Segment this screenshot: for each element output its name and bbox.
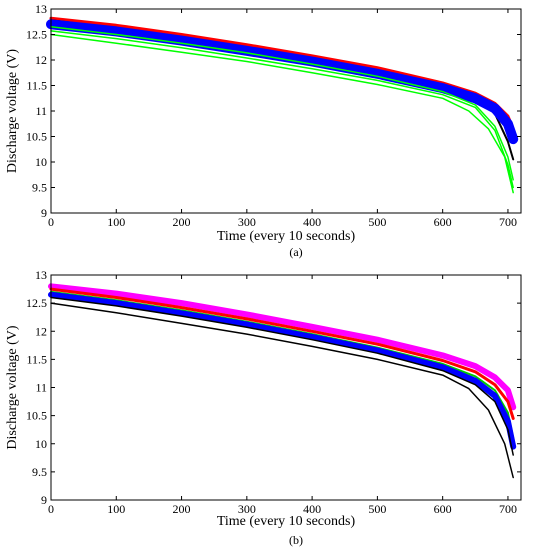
chart-a-ytick-label: 10 bbox=[35, 155, 47, 169]
chart-b-xtick-label: 300 bbox=[238, 502, 256, 516]
chart-b-series-5 bbox=[50, 302, 514, 479]
chart-a-xtick-label: 500 bbox=[368, 215, 386, 229]
chart-a-series-3 bbox=[50, 26, 514, 181]
chart-b-series-3 bbox=[48, 291, 517, 450]
chart-b-ytick-label: 11.5 bbox=[26, 352, 47, 366]
chart-a-ytick-label: 10.5 bbox=[26, 130, 47, 144]
chart-b-xtick-label: 0 bbox=[48, 502, 54, 516]
chart-b-ytick-label: 13 bbox=[35, 268, 47, 282]
chart-a-caption: (a) bbox=[289, 245, 302, 259]
chart-b-ytick-label: 10 bbox=[35, 437, 47, 451]
chart-a-ytick-label: 9.5 bbox=[32, 181, 47, 195]
chart-b-series-4 bbox=[50, 296, 514, 456]
chart-b-series-1 bbox=[49, 287, 515, 420]
chart-a-ytick-label: 12 bbox=[35, 53, 47, 67]
chart-b-x-axis-label: Time (every 10 seconds) bbox=[217, 514, 356, 529]
chart-a-xtick-label: 600 bbox=[434, 215, 452, 229]
chart-a-xtick-label: 400 bbox=[303, 215, 321, 229]
chart-a-series-2 bbox=[46, 19, 519, 145]
chart-b-xtick-label: 600 bbox=[434, 502, 452, 516]
chart-b-xtick-label: 700 bbox=[499, 502, 517, 516]
chart-a-xtick-label: 300 bbox=[238, 215, 256, 229]
chart-a-x-axis-label: Time (every 10 seconds) bbox=[217, 229, 356, 244]
chart-a-ytick-label: 13 bbox=[35, 2, 47, 16]
chart-b-plot-frame bbox=[50, 274, 522, 501]
chart-a-xtick-label: 0 bbox=[48, 215, 54, 229]
chart-b-ytick-label: 12.5 bbox=[26, 296, 47, 310]
chart-b-xtick-label: 100 bbox=[107, 502, 125, 516]
chart-b-ytick-label: 11 bbox=[35, 381, 47, 395]
chart-b-ytick-label: 9.5 bbox=[32, 465, 47, 479]
chart-a-ytick-label: 11 bbox=[35, 104, 47, 118]
chart-a-ytick-label: 12.5 bbox=[26, 28, 47, 42]
chart-b-ytick-label: 12 bbox=[35, 324, 47, 338]
chart-a-xtick-label: 200 bbox=[173, 215, 191, 229]
chart-a-ytick-label: 11.5 bbox=[26, 79, 47, 93]
chart-a-y-axis-label: Discharge voltage (V) bbox=[5, 49, 20, 173]
chart-a-series-5 bbox=[50, 33, 514, 194]
chart-b-xtick-label: 500 bbox=[368, 502, 386, 516]
chart-a-ytick-label: 9 bbox=[41, 206, 47, 220]
chart-a-series-4 bbox=[50, 30, 514, 189]
chart-b-caption: (b) bbox=[289, 533, 303, 547]
chart-b: 0 100 200 300 400 500 600 700 9 9.5 10 10.5 11 11.5 12… bbox=[5, 268, 522, 547]
chart-a-xtick-label: 100 bbox=[107, 215, 125, 229]
chart-b-ytick-label: 9 bbox=[41, 493, 47, 507]
chart-a-xtick-label: 700 bbox=[499, 215, 517, 229]
chart-b-y-axis-label: Discharge voltage (V) bbox=[5, 325, 20, 449]
chart-b-xtick-label: 200 bbox=[173, 502, 191, 516]
chart-b-ytick-label: 10.5 bbox=[26, 409, 47, 423]
chart-a: 0 100 200 300 400 500 600 700 9 9.5 10 10.5 11 11.5 12… bbox=[5, 2, 522, 259]
chart-b-xtick-label: 400 bbox=[303, 502, 321, 516]
chart-b-series-0 bbox=[48, 283, 517, 411]
